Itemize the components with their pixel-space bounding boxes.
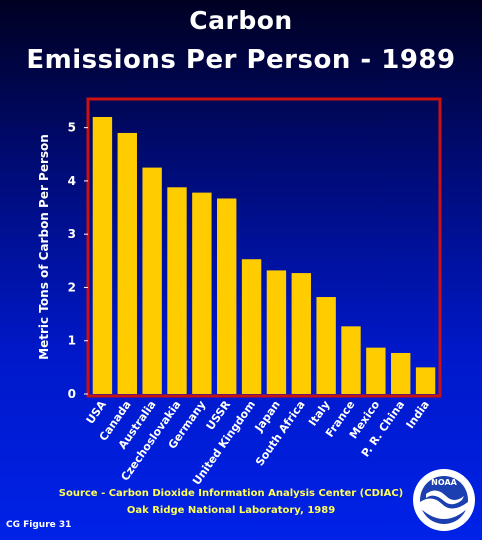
noaa-logo-icon: NOAA	[413, 469, 475, 531]
logo-text: NOAA	[431, 478, 457, 487]
bar-ussr	[217, 198, 237, 394]
bar-canada	[117, 132, 137, 395]
chart-title-line2: Emissions Per Person - 1989	[26, 45, 456, 75]
bar-united-kingdom	[241, 259, 262, 394]
bar-usa	[92, 116, 113, 395]
x-axis-labels: USACanadaAustraliaCzechoslovakiaGermanyU…	[84, 398, 432, 488]
bar-india	[415, 367, 436, 394]
bars-group	[92, 116, 436, 395]
plot-frame	[86, 97, 442, 398]
chart-title-line1: Carbon	[189, 6, 293, 35]
bar-p-r-china	[391, 352, 411, 394]
y-tick-label: 5	[68, 121, 76, 135]
bar-italy	[316, 297, 336, 394]
figure-label: CG Figure 31	[6, 520, 72, 530]
bar-south-africa	[291, 273, 311, 394]
y-tick-label: 0	[68, 387, 76, 401]
y-axis-ticks: 0 1 2 3 4 5	[68, 121, 88, 401]
x-tick-label: India	[404, 398, 432, 431]
y-tick-label: 3	[68, 227, 76, 241]
bar-mexico	[366, 347, 386, 394]
bar-australia	[142, 167, 162, 394]
bar-france	[341, 326, 361, 394]
bar-germany	[192, 192, 212, 394]
bar-japan	[266, 270, 287, 394]
y-tick-label: 4	[68, 174, 76, 188]
y-tick-label: 1	[68, 334, 76, 348]
y-tick-label: 2	[68, 280, 76, 294]
y-axis-label: Metric Tons of Carbon Per Person	[37, 134, 51, 360]
source-line-2: Oak Ridge National Laboratory, 1989	[126, 505, 336, 516]
source-line-1: Source - Carbon Dioxide Information Anal…	[58, 488, 404, 499]
bar-czechoslovakia	[167, 187, 187, 394]
